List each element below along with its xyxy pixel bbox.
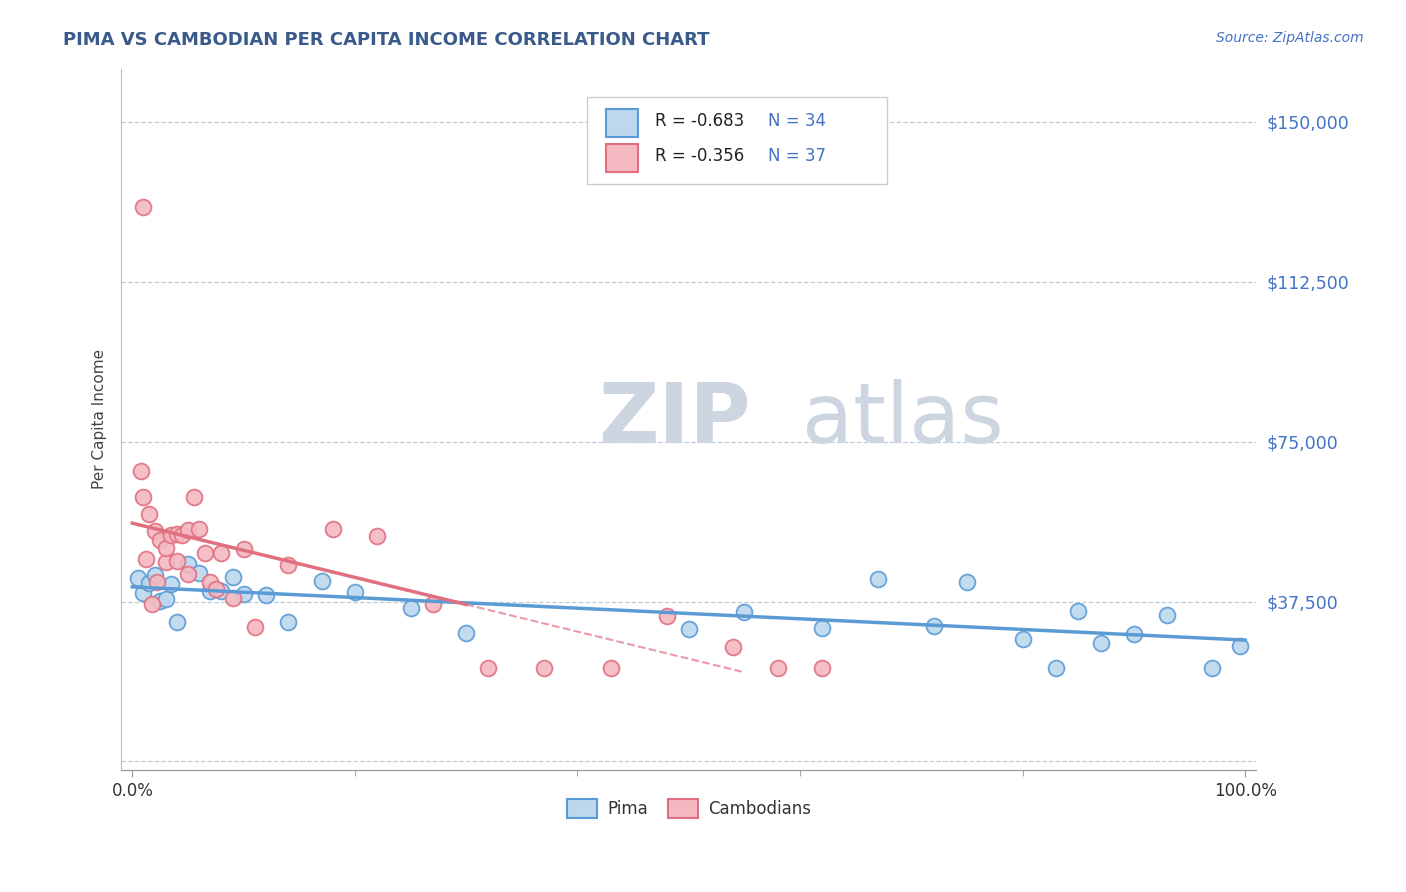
Point bbox=[221, 591, 243, 605]
Point bbox=[177, 523, 200, 537]
Point bbox=[127, 571, 149, 585]
Point bbox=[155, 541, 177, 556]
Point bbox=[254, 588, 277, 602]
Point bbox=[243, 619, 266, 633]
Point bbox=[1122, 626, 1144, 640]
Point bbox=[188, 522, 211, 536]
Text: N = 37: N = 37 bbox=[768, 147, 827, 165]
Y-axis label: Per Capita Income: Per Capita Income bbox=[93, 349, 107, 490]
Point bbox=[160, 528, 183, 542]
Point bbox=[155, 555, 177, 569]
Point bbox=[141, 597, 163, 611]
Point bbox=[194, 546, 217, 560]
Point bbox=[200, 583, 222, 598]
Point bbox=[678, 622, 700, 636]
Point bbox=[132, 586, 155, 600]
Point bbox=[723, 640, 745, 654]
Point bbox=[138, 507, 160, 521]
Point bbox=[1090, 636, 1112, 650]
Point bbox=[177, 566, 200, 581]
Point bbox=[922, 619, 945, 633]
Point bbox=[221, 570, 243, 584]
Point bbox=[135, 552, 157, 566]
Point bbox=[277, 615, 299, 629]
Point bbox=[322, 523, 344, 537]
Text: PIMA VS CAMBODIAN PER CAPITA INCOME CORRELATION CHART: PIMA VS CAMBODIAN PER CAPITA INCOME CORR… bbox=[63, 31, 710, 49]
Point bbox=[166, 554, 188, 568]
Point bbox=[811, 660, 834, 674]
Point bbox=[599, 660, 621, 674]
Point bbox=[533, 660, 555, 674]
Text: ZIP: ZIP bbox=[598, 379, 751, 459]
Point bbox=[311, 574, 333, 588]
Point bbox=[143, 567, 166, 582]
Point bbox=[956, 575, 979, 590]
Point bbox=[155, 592, 177, 607]
Point bbox=[456, 625, 478, 640]
Point bbox=[166, 527, 188, 541]
Point bbox=[200, 575, 222, 590]
Point bbox=[232, 587, 254, 601]
Text: R = -0.683: R = -0.683 bbox=[655, 112, 744, 130]
Point bbox=[866, 572, 889, 586]
Point bbox=[1045, 660, 1067, 674]
Point bbox=[1229, 640, 1251, 654]
Point bbox=[132, 200, 155, 214]
Point bbox=[277, 558, 299, 573]
Point bbox=[1011, 632, 1033, 646]
Point bbox=[1156, 607, 1178, 622]
FancyBboxPatch shape bbox=[606, 109, 638, 136]
Point bbox=[177, 557, 200, 571]
Point bbox=[422, 597, 444, 611]
Point bbox=[232, 542, 254, 557]
Point bbox=[811, 621, 834, 635]
Text: N = 34: N = 34 bbox=[768, 112, 827, 130]
Point bbox=[172, 528, 194, 542]
Text: R = -0.356: R = -0.356 bbox=[655, 147, 744, 165]
Point bbox=[477, 660, 499, 674]
Point bbox=[183, 490, 205, 504]
Point bbox=[166, 615, 188, 629]
Point bbox=[149, 533, 172, 547]
Point bbox=[149, 593, 172, 607]
Point bbox=[204, 582, 226, 597]
Point bbox=[146, 574, 169, 589]
Point bbox=[655, 609, 678, 624]
Point bbox=[132, 490, 155, 504]
Point bbox=[399, 601, 422, 615]
Point bbox=[160, 577, 183, 591]
Point bbox=[766, 660, 789, 674]
Point bbox=[209, 583, 232, 598]
Point bbox=[143, 524, 166, 539]
Point bbox=[1201, 660, 1223, 674]
Point bbox=[733, 605, 755, 619]
Point bbox=[366, 528, 388, 542]
Point bbox=[1067, 604, 1090, 618]
Point bbox=[343, 584, 366, 599]
Text: atlas: atlas bbox=[803, 379, 1004, 459]
Point bbox=[138, 575, 160, 590]
Legend: Pima, Cambodians: Pima, Cambodians bbox=[560, 793, 817, 825]
Point bbox=[209, 546, 232, 560]
FancyBboxPatch shape bbox=[606, 144, 638, 171]
FancyBboxPatch shape bbox=[586, 96, 887, 185]
Point bbox=[129, 465, 152, 479]
Point bbox=[188, 566, 211, 581]
Text: Source: ZipAtlas.com: Source: ZipAtlas.com bbox=[1216, 31, 1364, 45]
